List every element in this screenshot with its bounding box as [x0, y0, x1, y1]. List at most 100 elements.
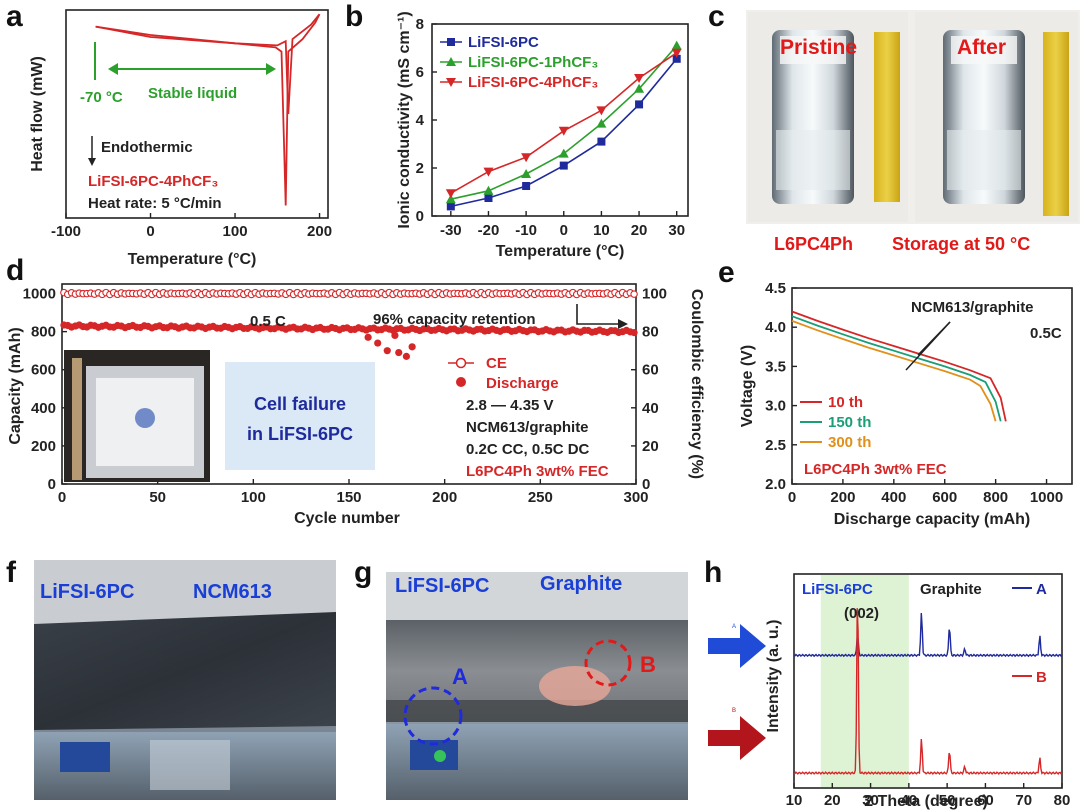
panel-e-y-tick-label: 2.5	[765, 437, 786, 454]
panel-d-failing-point	[374, 339, 382, 347]
panel-d-x-tick-label: 200	[432, 489, 457, 506]
panel-b-data-point	[521, 153, 532, 163]
photo-c-after-label: After	[957, 36, 1006, 59]
panel-b-x-label: Temperature (°C)	[496, 243, 625, 260]
photo-c-sample-label: L6PC4Ph	[774, 234, 853, 254]
photo-g-glove	[539, 666, 611, 706]
panel-d-x-tick-label: 150	[336, 489, 361, 506]
panel-a-stable-liquid-label: Stable liquid	[148, 85, 237, 102]
photo-c-condition-label: Storage at 50 °C	[892, 234, 1030, 254]
panel-h-x-tick-label: 50	[939, 792, 956, 809]
panel-b-y-tick-label: 4	[416, 112, 425, 129]
panel-h-highlight	[820, 575, 909, 787]
photo-f-label-ncm: NCM613	[193, 581, 272, 603]
panel-e-legend-label: 300 th	[828, 434, 871, 451]
panel-b-legend-label: LiFSI-6PC-4PhCF₃	[468, 74, 598, 91]
panel-e-discharge-curve	[791, 320, 997, 422]
panel-g: g LiFSI-6PC Graphite A B	[354, 556, 688, 800]
panel-d-failure-box	[225, 362, 375, 470]
panel-a-heating-curve	[95, 13, 321, 115]
panel-letter-f: f	[6, 556, 17, 589]
panel-b-data-point	[483, 167, 494, 177]
panel-letter-b: b	[345, 0, 363, 33]
panel-h-series	[793, 608, 1063, 776]
panel-d-y-tick-label: 0	[48, 476, 56, 493]
panel-d-discharge-point	[630, 329, 638, 337]
panel-e-pointer-2	[905, 321, 951, 371]
panel-a: a -100 0 100 200 Temperature (°C) Heat flow…	[6, 0, 332, 268]
panel-d-y-tick-label: 200	[31, 438, 56, 455]
panel-b-data-point	[559, 161, 568, 170]
panel-h-xrd-pattern	[793, 612, 1063, 658]
panel-b-legend-marker	[446, 57, 456, 66]
panel-h-arrow-b	[708, 716, 766, 760]
panel-h-peak-label: (002)	[844, 605, 879, 622]
panel-d-protocol-label: 0.2C CC, 0.5C DC	[466, 441, 590, 458]
panel-a-min-temp-label: -70 °C	[80, 89, 123, 106]
panel-letter-h: h	[704, 556, 722, 589]
panel-b-data-point	[672, 54, 681, 63]
photo-g-green-light	[434, 750, 446, 762]
panel-a-x-tick-label: 0	[146, 223, 154, 240]
panel-e-y-tick-label: 3.5	[765, 358, 786, 375]
panel-b-y-tick-label: 0	[416, 208, 424, 225]
panel-e-x-label: Discharge capacity (mAh)	[834, 511, 1031, 528]
vial-pristine-cap	[780, 36, 846, 64]
legend-discharge-label: Discharge	[486, 375, 559, 392]
panel-d-x-tick-label: 300	[623, 489, 648, 506]
panel-b-data-point	[521, 169, 532, 178]
panel-d-x-label: Cycle number	[294, 510, 400, 527]
legend-discharge-marker	[456, 377, 466, 387]
panel-b-legend: LiFSI-6PC LiFSI-6PC-1PhCF₃ LiFSI-6PC-4PhCF…	[440, 34, 598, 91]
panel-a-arrow-left-head	[108, 63, 118, 75]
panel-c-photo	[746, 10, 1080, 224]
panel-d-ce-point	[630, 290, 638, 298]
legend-ce-marker	[455, 357, 467, 369]
panel-a-arrow-right-head	[266, 63, 276, 75]
photo-g-dark-edge	[386, 700, 688, 722]
panel-e-legend-label: 10 th	[828, 394, 863, 411]
panel-e-x-tick-label: 1000	[1030, 489, 1063, 506]
photo-g-label-b: B	[640, 652, 656, 677]
panel-d-legend: CE Discharge	[448, 355, 559, 392]
panel-b-y-tick-label: 8	[416, 16, 424, 33]
panel-h-ticks: 10 20 30 40 50 60 70 80	[786, 783, 1071, 809]
photo-g-circle-b	[584, 639, 632, 687]
panel-b-data-point	[634, 74, 645, 83]
panel-h-x-tick-label: 70	[1015, 792, 1032, 809]
panel-d-failing-point	[391, 331, 399, 340]
panel-h-x-tick-label: 80	[1054, 792, 1071, 809]
panel-f: f LiFSI-6PC NCM613	[6, 556, 336, 800]
panel-b-data-point	[671, 48, 682, 58]
panel-b-legend-label: LiFSI-6PC-1PhCF₃	[468, 54, 598, 71]
panel-b-y-tick-label: 2	[416, 160, 424, 177]
panel-d-y-label: Capacity (mAh)	[7, 327, 24, 444]
panel-b-data-point	[446, 202, 455, 211]
panel-h-material-label: Graphite	[920, 581, 982, 598]
panel-d-x-tick-label: 100	[241, 489, 266, 506]
panel-d-electrolyte-label: L6PC4Ph 3wt% FEC	[466, 463, 609, 480]
panel-e-legend-label: 150 th	[828, 414, 871, 431]
panel-a-x-tick-label: -100	[51, 223, 81, 240]
panel-b-ticks: -30 -20 -10 0 10 20 30 0 2 4 6 8	[416, 16, 685, 239]
panel-a-heat-rate-label: Heat rate: 5 °C/min	[88, 195, 222, 212]
photo-f-cathode-sheet	[34, 612, 336, 730]
panel-e-discharge-curve	[791, 315, 1002, 422]
panel-h-legend: AB	[1012, 581, 1047, 686]
panel-a-x-ticks: -100 0 100 200	[51, 213, 332, 240]
panel-e-y-tick-label: 3.0	[765, 398, 786, 415]
panel-d-y2-tick-label: 100	[642, 286, 667, 303]
panel-b-data-point	[597, 137, 606, 146]
panel-e-y-tick-label: 2.0	[765, 476, 786, 493]
panel-e-y-tick-label: 4.5	[765, 280, 786, 297]
panel-letter-c: c	[708, 0, 725, 33]
panel-e-legend: 10 th 150 th 300 th	[800, 394, 871, 451]
panel-a-endo-arrow-head	[88, 158, 96, 166]
photo-f-label-electrolyte: LiFSI-6PC	[40, 581, 134, 603]
panel-e-rate-label: 0.5C	[1030, 325, 1062, 342]
photo-g-label-graphite: Graphite	[540, 573, 622, 595]
panel-e-x-tick-label: 800	[983, 489, 1008, 506]
panel-a-cooling-curve	[95, 13, 321, 206]
panel-h-arrow-b-label: B	[732, 708, 736, 714]
